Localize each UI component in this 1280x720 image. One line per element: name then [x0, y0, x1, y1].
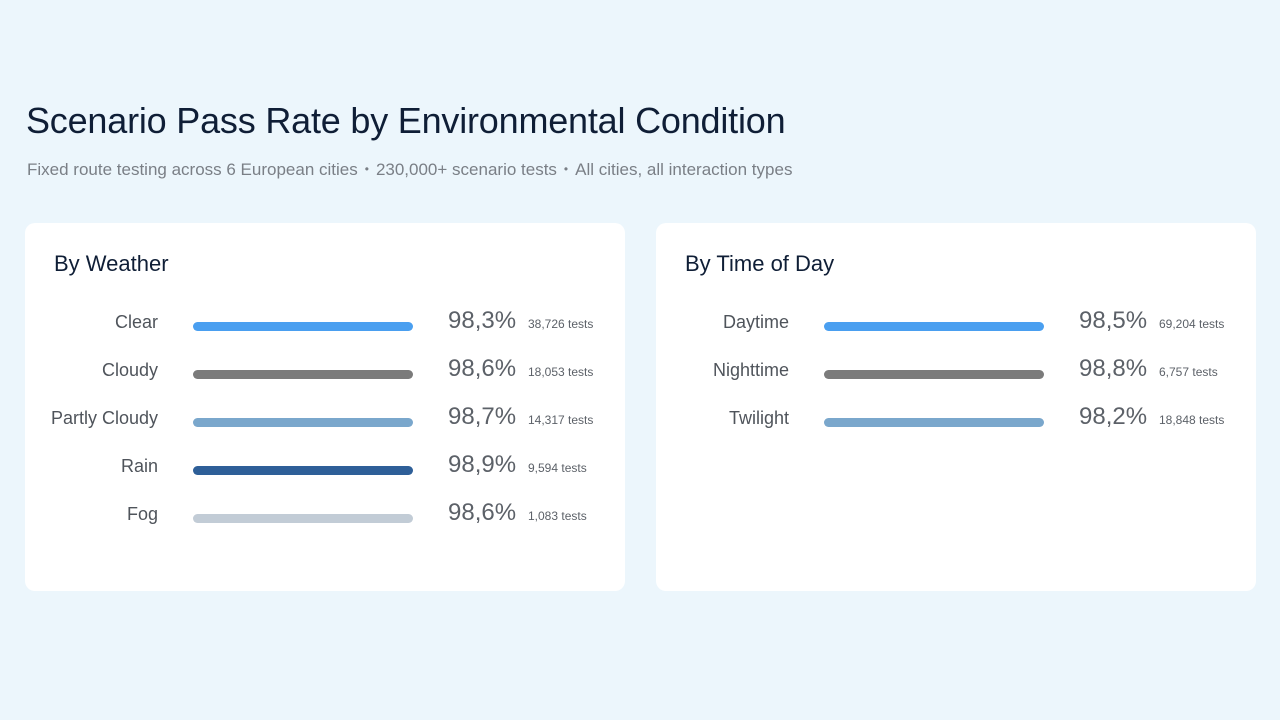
category-label: Daytime	[722, 312, 789, 332]
pass-rate-label: 98,8%	[1079, 355, 1148, 382]
page-subtitle: Fixed route testing across 6 European ci…	[27, 160, 792, 180]
pass-rate-label: 98,9%	[448, 451, 517, 478]
subtitle-filter: All cities, all interaction types	[575, 160, 793, 179]
bar-mark	[824, 418, 1044, 427]
test-count-label: 1,083 tests	[528, 509, 587, 523]
test-count-label: 69,204 tests	[1159, 317, 1225, 331]
chart-row: Fog 98,6% 1,083 tests	[25, 496, 625, 536]
category-label: Rain	[120, 456, 158, 476]
category-label: Cloudy	[101, 360, 158, 380]
category-label: Twilight	[728, 408, 789, 428]
page-title: Scenario Pass Rate by Environmental Cond…	[26, 100, 786, 141]
pass-rate-label: 98,6%	[448, 499, 517, 526]
test-count-label: 14,317 tests	[528, 413, 594, 427]
category-label: Nighttime	[712, 360, 789, 380]
test-count-label: 9,594 tests	[528, 461, 587, 475]
chart-row: Rain 98,9% 9,594 tests	[25, 448, 625, 488]
test-count-label: 18,053 tests	[528, 365, 594, 379]
category-label: Fog	[126, 504, 158, 524]
category-label: Partly Cloudy	[50, 408, 158, 428]
bar-mark	[193, 466, 413, 475]
test-count-label: 38,726 tests	[528, 317, 594, 331]
time-of-day-card: By Time of Day Daytime 98,5% 69,204 tests N…	[656, 223, 1256, 591]
pass-rate-label: 98,2%	[1079, 403, 1148, 430]
chart-row: Daytime 98,5% 69,204 tests	[656, 304, 1256, 344]
subtitle-test-count: 230,000+ scenario tests	[375, 160, 557, 179]
bar-mark	[193, 322, 413, 331]
pass-rate-label: 98,3%	[448, 307, 517, 334]
weather-card: By Weather Clear 98,3% 38,726 tests Cloudy 9…	[25, 223, 625, 591]
subtitle-separator: •	[563, 162, 569, 176]
bar-mark	[824, 370, 1044, 379]
pass-rate-label: 98,6%	[448, 355, 517, 382]
test-count-label: 6,757 tests	[1159, 365, 1218, 379]
time-of-day-card-title: By Time of Day	[685, 251, 835, 276]
chart-row: Clear 98,3% 38,726 tests	[25, 304, 625, 344]
bar-mark	[193, 514, 413, 523]
bar-mark	[193, 418, 413, 427]
subtitle-scope: Fixed route testing across 6 European ci…	[27, 160, 358, 179]
bar-mark	[193, 370, 413, 379]
category-label: Clear	[114, 312, 158, 332]
pass-rate-label: 98,7%	[448, 403, 517, 430]
test-count-label: 18,848 tests	[1159, 413, 1225, 427]
chart-row: Cloudy 98,6% 18,053 tests	[25, 352, 625, 392]
chart-row: Twilight 98,2% 18,848 tests	[656, 400, 1256, 440]
bar-mark	[824, 322, 1044, 331]
chart-row: Partly Cloudy 98,7% 14,317 tests	[25, 400, 625, 440]
subtitle-separator: •	[364, 162, 369, 176]
chart-row: Nighttime 98,8% 6,757 tests	[656, 352, 1256, 392]
pass-rate-label: 98,5%	[1079, 307, 1148, 334]
weather-card-title: By Weather	[54, 251, 169, 276]
